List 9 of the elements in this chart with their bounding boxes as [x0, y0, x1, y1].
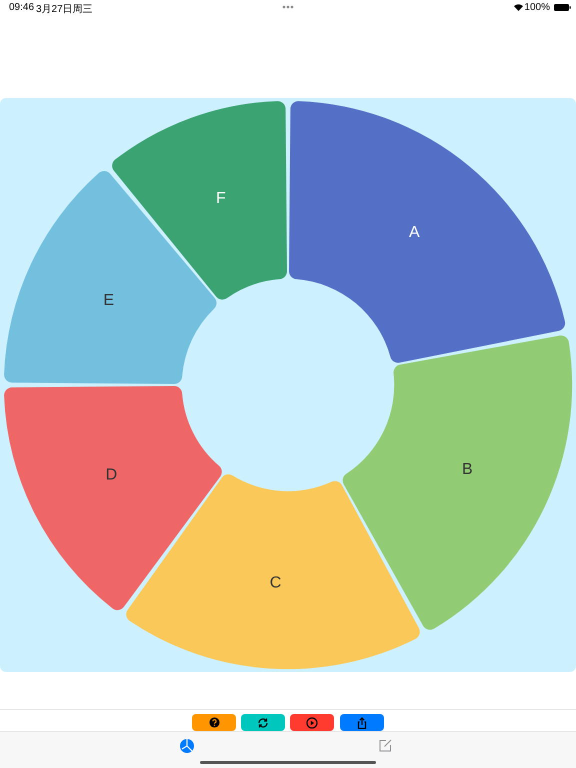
text: 3月27日周三: [36, 3, 93, 16]
slice-label: A: [408, 224, 420, 241]
slice-label: B: [462, 460, 473, 478]
text: 09:46: [9, 2, 34, 13]
slice-label: C: [270, 574, 282, 592]
slice-label: D: [106, 466, 118, 484]
slice-label: E: [103, 292, 114, 310]
text: 100%: [524, 2, 550, 13]
slice-label: F: [216, 190, 226, 208]
